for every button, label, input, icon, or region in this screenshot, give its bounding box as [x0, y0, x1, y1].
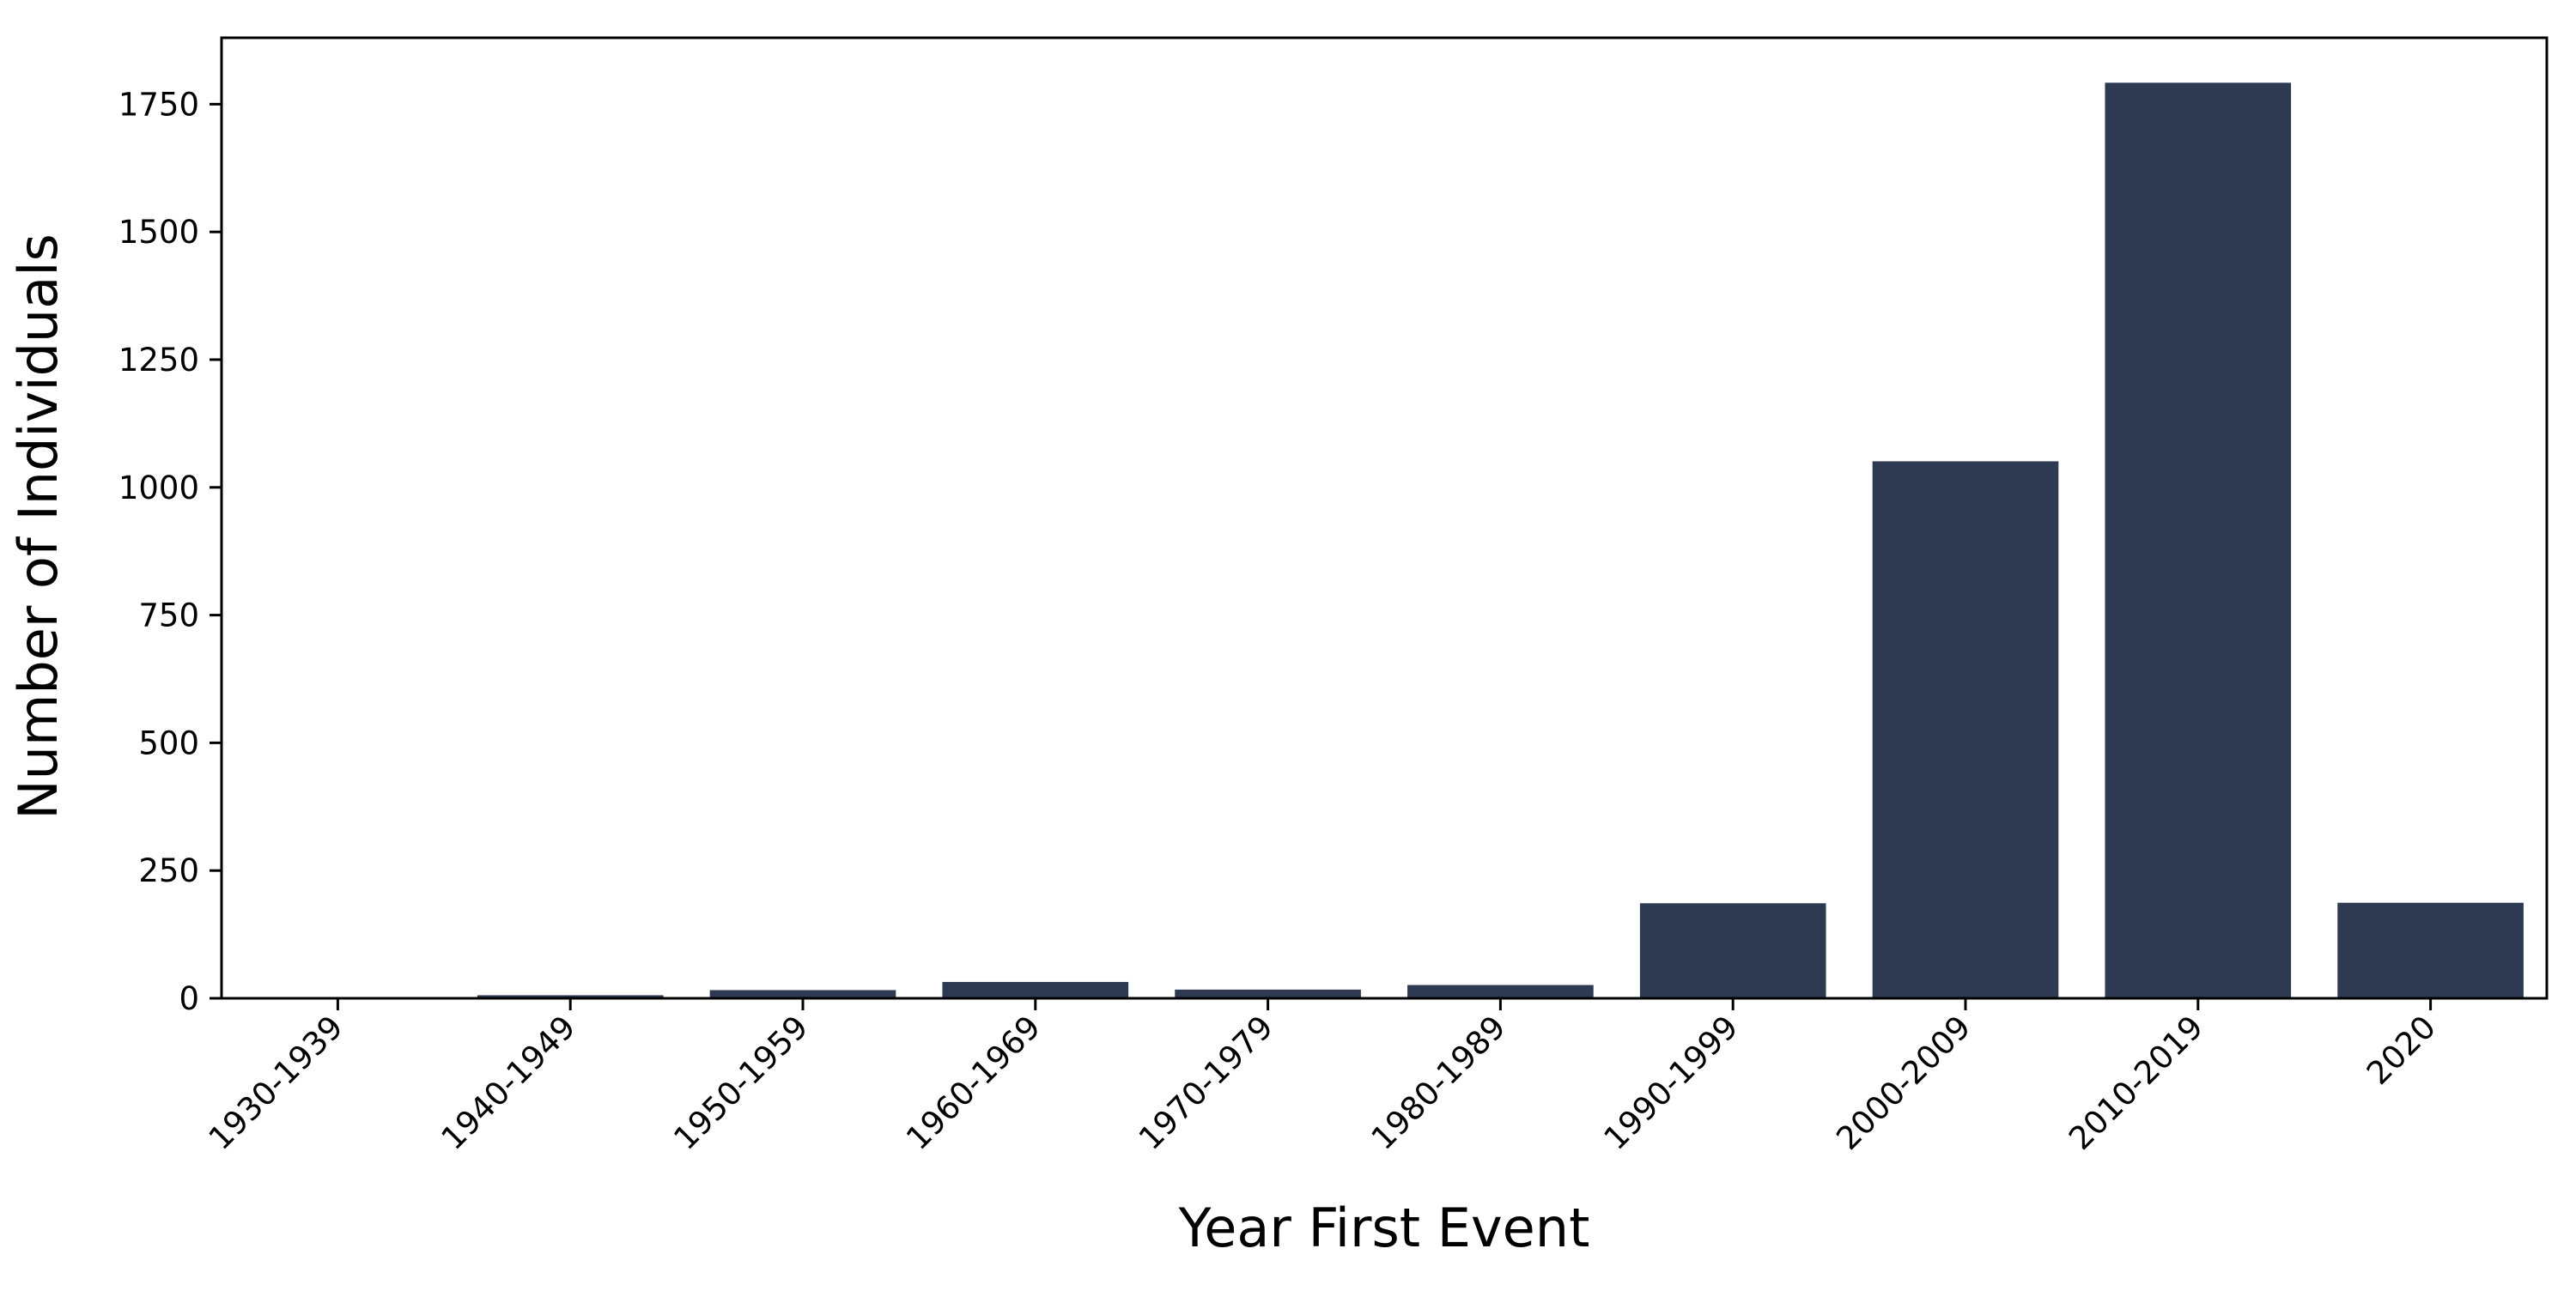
y-tick-label: 500: [138, 724, 199, 761]
y-tick-label: 750: [138, 597, 199, 634]
bar-1980-1989: [1407, 985, 1594, 998]
y-tick-label: 1250: [118, 342, 199, 379]
bar-1970-1979: [1175, 989, 1361, 998]
x-tick-label: 2020: [2360, 1009, 2443, 1092]
bar-1950-1959: [709, 990, 896, 998]
x-axis: 1930-1939 1940-1949 1950-1959 1960-1969 1970…: [202, 998, 2443, 1157]
y-tick-label: 1500: [118, 214, 199, 251]
x-tick-label: 1990-1999: [1597, 1009, 1746, 1157]
x-axis-title: Year First Event: [1178, 1197, 1590, 1259]
bar-2000-2009: [1872, 461, 2059, 998]
x-tick-label: 1950-1959: [666, 1009, 815, 1157]
x-tick-label: 2010-2019: [2062, 1009, 2210, 1157]
plot-frame: [220, 36, 2549, 1000]
x-tick-label: 1940-1949: [434, 1009, 583, 1157]
x-tick-label: 1980-1989: [1364, 1009, 1513, 1157]
x-tick-label: 1930-1939: [202, 1009, 350, 1157]
bars-layer: [245, 82, 2524, 999]
bar-1940-1949: [477, 995, 664, 998]
bar-2020: [2337, 902, 2524, 998]
bar-2010-2019: [2105, 82, 2292, 999]
x-tick-label: 1960-1969: [899, 1009, 1048, 1157]
x-tick-label: 2000-2009: [1829, 1009, 1978, 1157]
bar-1990-1999: [1639, 903, 1826, 998]
y-axis-title: Number of Individuals: [7, 233, 70, 819]
bar-1960-1969: [942, 981, 1129, 998]
y-tick-label: 250: [138, 852, 199, 889]
y-axis: 0 250 500 750 1000 1250 1500 1750: [118, 86, 222, 1017]
y-tick-label: 0: [179, 980, 199, 1017]
y-tick-label: 1000: [118, 470, 199, 506]
x-tick-label: 1970-1979: [1132, 1009, 1280, 1157]
y-tick-label: 1750: [118, 86, 199, 123]
